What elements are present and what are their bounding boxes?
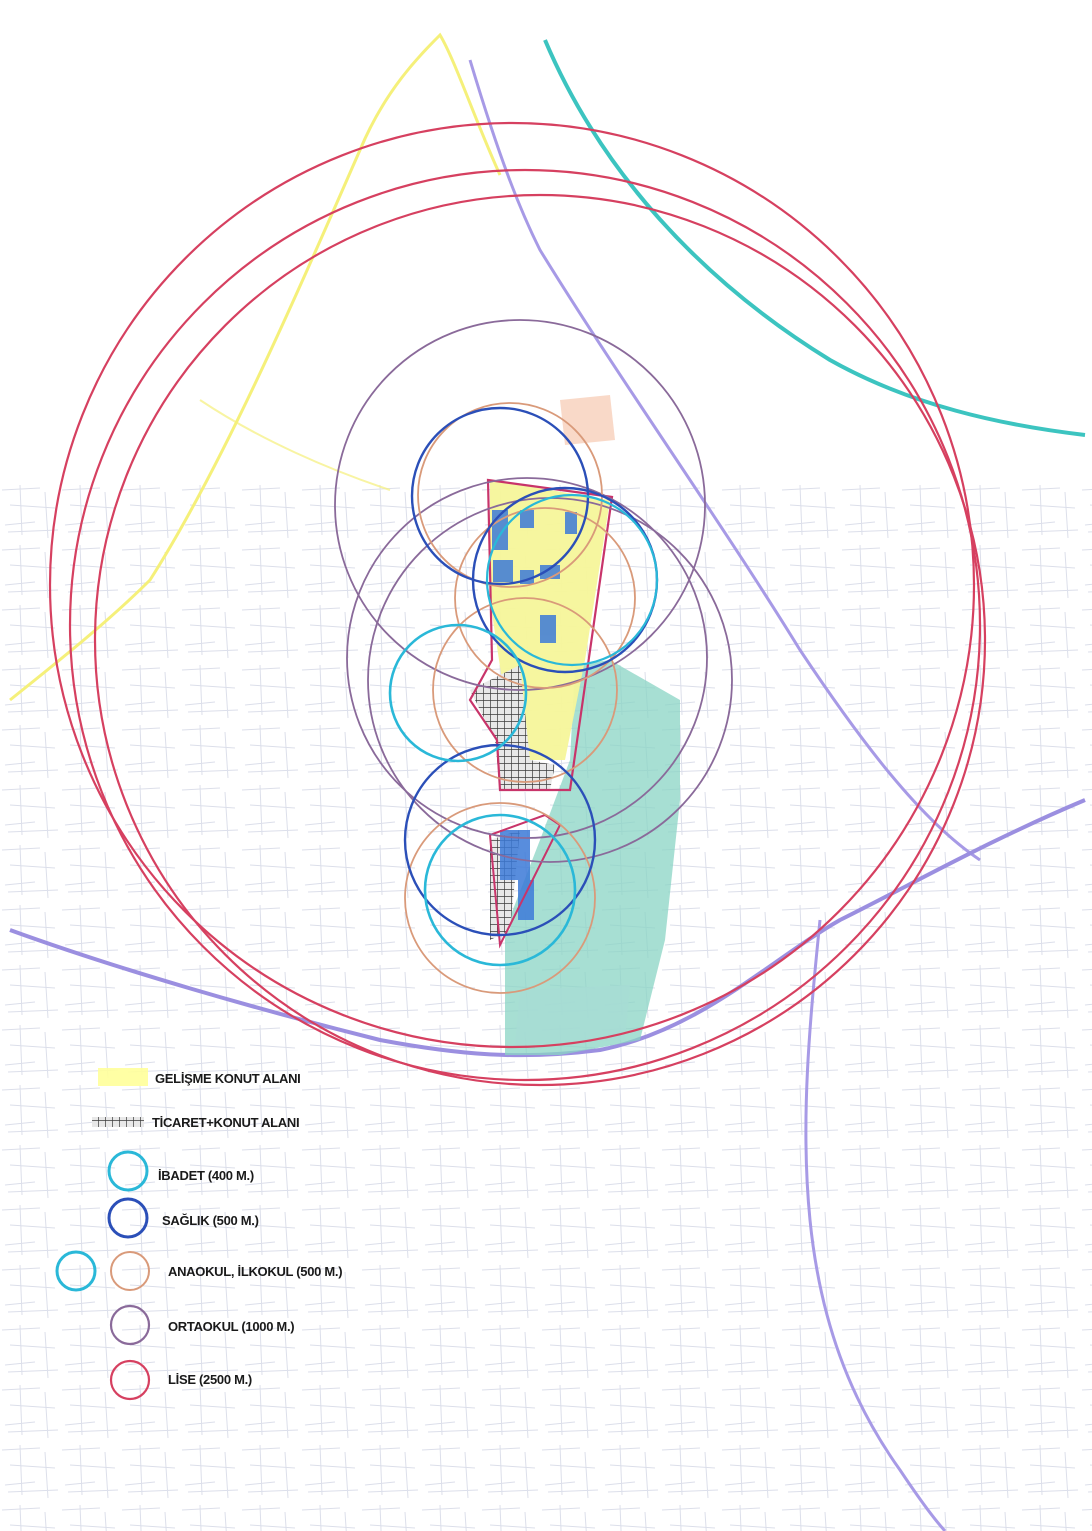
ibadet-legend-icon [107, 1150, 149, 1192]
block-outline-north [468, 478, 614, 792]
yellow-road-branch [199, 399, 391, 491]
gelisme-swatch [98, 1068, 148, 1086]
ortaokul-circle [346, 477, 708, 839]
teal-road [543, 39, 1086, 437]
saglik-legend-icon [107, 1197, 149, 1239]
ortaokul-legend-icon [109, 1304, 151, 1346]
legend-label-gelisme: GELİŞME KONUT ALANI [155, 1071, 300, 1086]
legend-label-ticaret: TİCARET+KONUT ALANI [152, 1115, 299, 1130]
legend-label-lise: LİSE (2500 M.) [168, 1372, 252, 1387]
ortaokul-circle [334, 319, 706, 691]
legend-label-saglik: SAĞLIK (500 M.) [162, 1213, 259, 1228]
ibadet-circle [388, 623, 528, 763]
ticaret-area [470, 665, 555, 790]
yellow-road [9, 32, 502, 702]
anaokul-circle [454, 507, 636, 689]
legend-label-ibadet: İBADET (400 M.) [158, 1168, 254, 1183]
legend-label-ortaokul: ORTAOKUL (1000 M.) [168, 1319, 294, 1334]
anaokul-circle [404, 802, 596, 994]
lise-legend-icon [109, 1359, 151, 1401]
ibadet-circle [485, 493, 659, 667]
ticaret-swatch [92, 1117, 144, 1127]
lise-circle [93, 193, 987, 1087]
anaokul-extra-icon [55, 1250, 97, 1292]
purple-road-east [804, 919, 947, 1531]
ibadet-circle [423, 813, 577, 967]
anaokul-legend-icon [110, 1251, 150, 1291]
coverage-circles [48, 121, 987, 1087]
anaokul-circle [432, 597, 618, 783]
purple-road-south [9, 798, 1086, 1058]
lise-circle [68, 168, 982, 1082]
legend-label-anaokul: ANAOKUL, İLKOKUL (500 M.) [168, 1264, 342, 1279]
map-legend: GELİŞME KONUT ALANI TİCARET+KONUT ALANI … [55, 1068, 343, 1401]
lise-circle [48, 121, 976, 1049]
